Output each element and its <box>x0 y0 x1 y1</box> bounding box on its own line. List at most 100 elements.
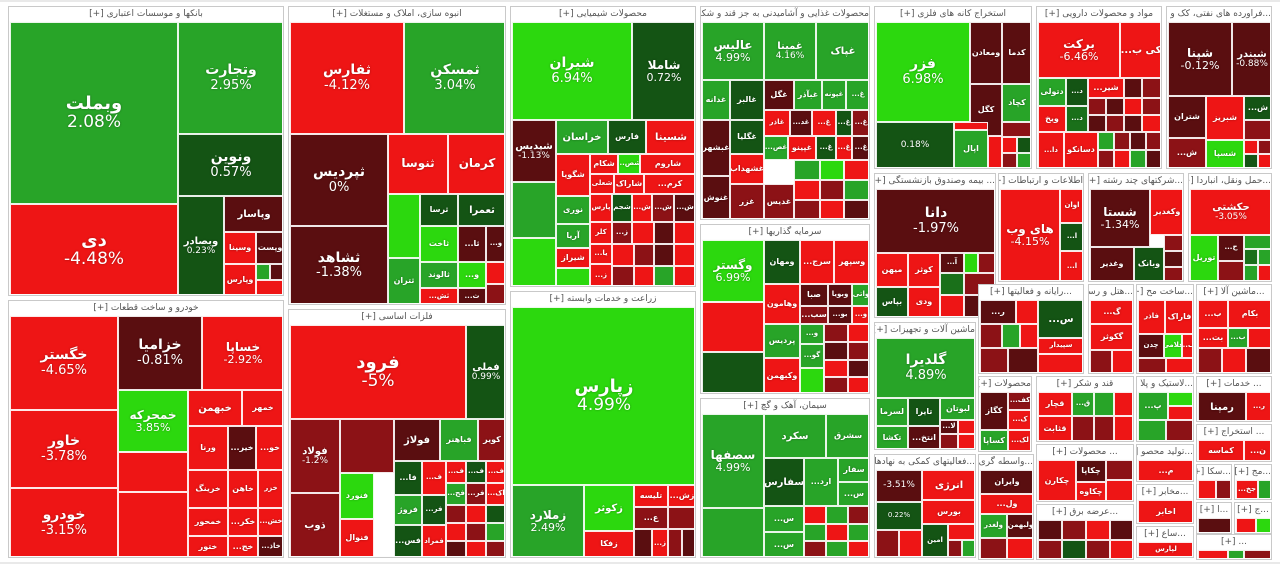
stock-tile-لا...[interactable]: لا... <box>940 420 958 434</box>
stock-tile-شگویا[interactable]: شگویا <box>556 154 590 196</box>
stock-tile-غ...[interactable]: غ... <box>852 110 868 136</box>
stock-tile[interactable] <box>848 506 868 524</box>
stock-tile-غبآذر[interactable]: غبآذر <box>794 80 822 110</box>
sector-header-chemicals[interactable]: محصولات شیمیایی [+] <box>511 7 695 21</box>
stock-tile[interactable] <box>1114 392 1132 416</box>
stock-tile[interactable] <box>1124 115 1142 132</box>
stock-tile-وغدیر[interactable]: وغدیر <box>1090 247 1134 280</box>
stock-tile-غنوش[interactable]: غنوش <box>702 176 730 218</box>
stock-tile-خبهمن[interactable]: خبهمن <box>188 390 242 426</box>
stock-tile[interactable] <box>388 194 420 258</box>
stock-tile[interactable] <box>1002 137 1017 153</box>
sector-header-waste[interactable]: ...واسطه گری ها [+] <box>979 455 1033 469</box>
stock-tile[interactable] <box>1038 354 1082 372</box>
stock-tile[interactable] <box>1020 324 1038 348</box>
stock-tile[interactable] <box>804 506 826 524</box>
stock-tile-شیراز[interactable]: شیراز <box>556 248 590 268</box>
stock-tile[interactable] <box>1110 540 1132 558</box>
stock-tile[interactable] <box>674 244 694 266</box>
stock-tile-شاروم[interactable]: شاروم <box>640 154 694 174</box>
stock-tile[interactable] <box>844 160 868 180</box>
stock-tile-ولغدر[interactable]: ولغدر <box>980 514 1007 538</box>
stock-tile[interactable] <box>256 264 270 280</box>
sector-header-metals[interactable]: فلزات اساسی [+] <box>289 310 505 324</box>
stock-tile[interactable] <box>1258 249 1270 265</box>
stock-tile-غدانه[interactable]: غدانه <box>702 80 730 120</box>
stock-tile-خودرو[interactable]: خودرو -3.15% <box>10 488 118 556</box>
stock-tile-ویخ[interactable]: ویخ <box>1038 106 1066 132</box>
stock-tile-ثپردیس[interactable]: ثپردیس 0% <box>290 134 388 226</box>
stock-tile[interactable] <box>964 253 978 273</box>
stock-tile-زکوثر[interactable]: زکوثر <box>584 485 634 531</box>
stock-tile[interactable] <box>948 524 974 540</box>
stock-tile-وبملت[interactable]: وبملت 2.08% <box>10 22 178 204</box>
stock-tile-های وب[interactable]: های وب -4.15% <box>1000 189 1060 280</box>
sector-header-mokhaberat[interactable]: ...مخابر [+] <box>1137 485 1193 499</box>
stock-tile-خراسان[interactable]: خراسان <box>556 120 608 154</box>
stock-tile-خاذ...[interactable]: خاذ... <box>258 536 282 556</box>
stock-tile[interactable] <box>1216 480 1230 498</box>
stock-tile-ودی[interactable]: ودی <box>908 287 940 316</box>
stock-tile-ق...[interactable]: ق... <box>1072 392 1094 416</box>
stock-tile-یا...[interactable]: یا... <box>590 244 612 264</box>
stock-tile[interactable] <box>1106 98 1124 115</box>
stock-tile-پارس[interactable]: پارس <box>590 194 612 222</box>
stock-tile[interactable] <box>682 529 694 556</box>
stock-tile-سرج...[interactable]: سرج... <box>800 240 834 284</box>
stock-tile-قثابت[interactable]: قثابت <box>1038 416 1072 440</box>
stock-tile[interactable] <box>1258 140 1270 154</box>
sector-header-machinery[interactable]: ماشین آلات و تجهیزات [+] <box>875 323 975 337</box>
stock-tile[interactable] <box>1146 150 1160 167</box>
stock-tile-قچار[interactable]: قچار <box>1038 392 1072 416</box>
stock-tile-ثاخت[interactable]: ثاخت <box>420 226 458 262</box>
stock-tile[interactable] <box>1166 358 1192 372</box>
stock-tile[interactable] <box>1002 122 1030 137</box>
stock-tile-خرینگ[interactable]: خرینگ <box>188 470 228 508</box>
stock-tile[interactable] <box>1106 115 1124 132</box>
stock-tile-وبانک[interactable]: وبانک <box>1134 247 1164 280</box>
stock-tile-غزر[interactable]: غزر <box>730 184 764 218</box>
stock-tile-وسینا[interactable]: وسینا <box>224 232 256 264</box>
stock-tile[interactable] <box>804 524 826 541</box>
stock-tile[interactable] <box>1258 480 1270 498</box>
sector-header-mashinb[interactable]: ...ماشین آلا [+] <box>1197 285 1271 299</box>
stock-tile-خو...[interactable]: خو... <box>256 426 282 470</box>
sector-header-cement[interactable]: سیمان، آهک و گچ [+] <box>701 399 869 413</box>
sector-header-dots[interactable]: ... [+] <box>1197 535 1271 549</box>
stock-tile-انرژی[interactable]: انرژی <box>922 470 974 500</box>
stock-tile[interactable] <box>940 434 958 448</box>
stock-tile-ح...[interactable]: ح... <box>1218 235 1244 261</box>
stock-tile-غدیس[interactable]: غدیس <box>764 184 794 218</box>
stock-tile[interactable] <box>1110 520 1132 540</box>
stock-tile[interactable] <box>1222 348 1246 372</box>
stock-tile[interactable] <box>980 348 1008 372</box>
stock-tile-بپاس[interactable]: بپاس <box>876 287 908 316</box>
stock-tile-ومعادن[interactable]: ومعادن <box>970 22 1002 84</box>
stock-tile[interactable] <box>848 524 868 541</box>
stock-tile[interactable] <box>1142 98 1160 115</box>
stock-tile-خیر...[interactable]: خیر... <box>228 426 256 470</box>
stock-tile[interactable] <box>1218 261 1244 280</box>
stock-tile-ورنا[interactable]: ورنا <box>188 426 228 470</box>
stock-tile-غپاک[interactable]: غپاک <box>816 22 868 80</box>
stock-tile-س...[interactable]: س... <box>838 482 868 506</box>
stock-tile-زفکا[interactable]: زفکا <box>584 531 634 556</box>
stock-tile[interactable] <box>1244 265 1258 280</box>
stock-tile-عالیس[interactable]: عالیس 4.99% <box>702 22 764 80</box>
stock-tile[interactable] <box>702 352 764 392</box>
stock-tile-شاملا[interactable]: شاملا 0.72% <box>632 22 694 120</box>
stock-tile-فر...[interactable]: فر... <box>466 483 486 505</box>
stock-tile[interactable] <box>1164 235 1182 251</box>
stock-tile[interactable] <box>962 540 974 556</box>
stock-tile[interactable] <box>512 238 556 285</box>
stock-tile[interactable] <box>824 342 848 360</box>
stock-tile[interactable] <box>1008 348 1038 372</box>
stock-tile[interactable] <box>980 324 1002 348</box>
stock-tile-کوثر[interactable]: کوثر <box>908 253 940 287</box>
stock-tile[interactable] <box>1244 140 1258 154</box>
stock-tile-شستا[interactable]: شستا -1.34% <box>1090 189 1150 247</box>
stock-tile-وبصادر[interactable]: وبصادر 0.23% <box>178 196 224 294</box>
stock-tile-کرمان[interactable]: کرمان <box>448 134 504 194</box>
sector-header-mej[interactable]: ...مج [+] <box>1235 465 1271 479</box>
stock-tile[interactable] <box>1198 550 1228 558</box>
